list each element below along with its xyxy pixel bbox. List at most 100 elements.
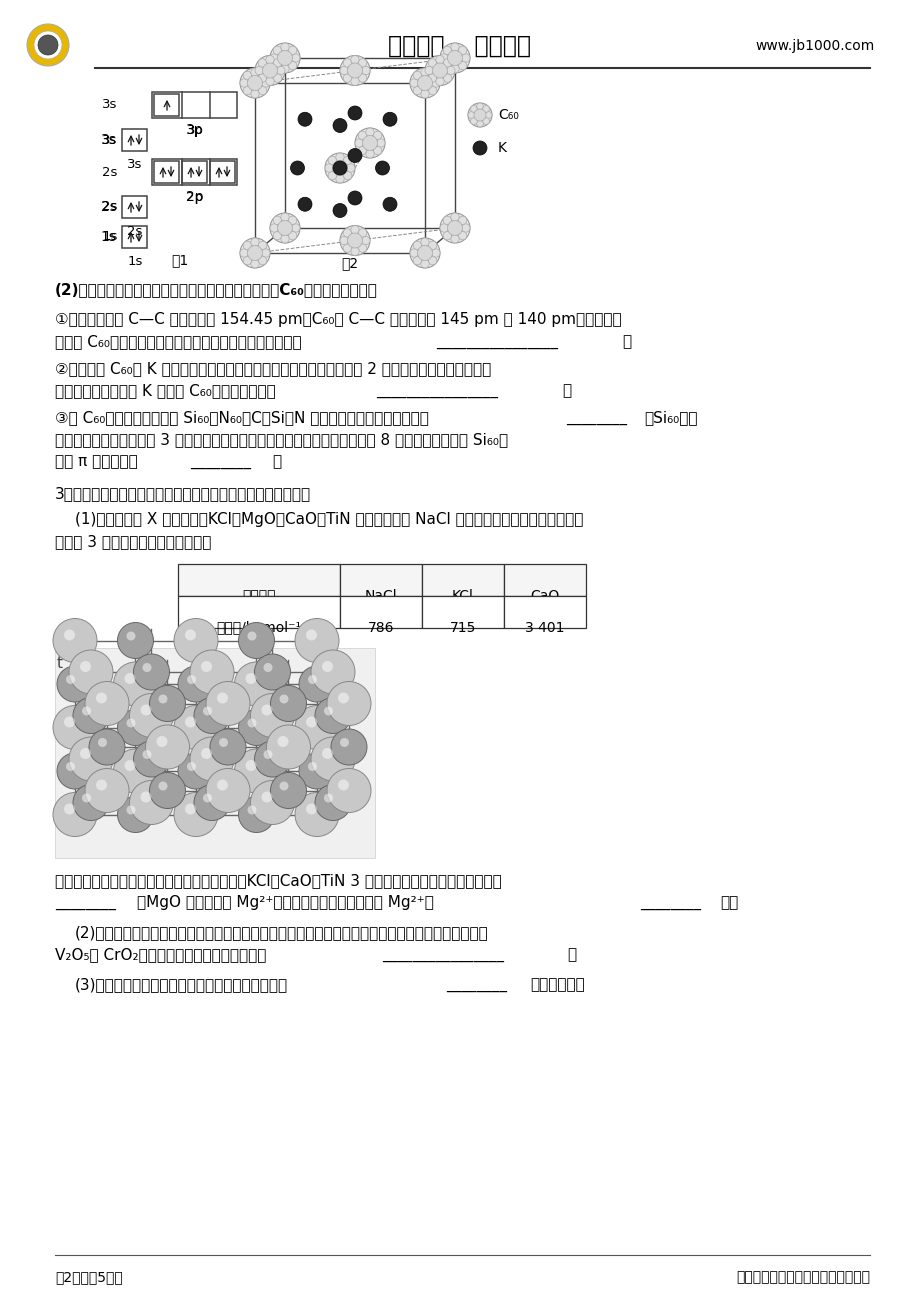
- Circle shape: [270, 685, 306, 721]
- Circle shape: [425, 66, 433, 74]
- Circle shape: [472, 141, 486, 155]
- Bar: [55, 648, 375, 858]
- Circle shape: [142, 663, 152, 672]
- Circle shape: [261, 79, 269, 87]
- Text: 种超导体。该物质中 K 原子和 C₆₀分子的个数比为: 种超导体。该物质中 K 原子和 C₆₀分子的个数比为: [55, 383, 276, 398]
- Circle shape: [247, 719, 256, 728]
- Circle shape: [145, 725, 189, 769]
- Circle shape: [96, 780, 107, 790]
- Circle shape: [57, 753, 93, 789]
- Circle shape: [142, 750, 152, 759]
- Circle shape: [298, 112, 312, 126]
- Circle shape: [279, 694, 289, 703]
- Circle shape: [240, 68, 269, 98]
- Text: ________: ________: [55, 894, 116, 910]
- Circle shape: [247, 246, 262, 260]
- Circle shape: [27, 23, 69, 66]
- Circle shape: [439, 224, 448, 232]
- Text: 3．决定物质性质的重要因素是物质的结构。请回答下列问题：: 3．决定物质性质的重要因素是物质的结构。请回答下列问题：: [55, 486, 311, 501]
- Text: ________: ________: [640, 894, 700, 910]
- Circle shape: [255, 66, 263, 74]
- Text: 1s: 1s: [100, 230, 117, 243]
- Circle shape: [262, 62, 278, 78]
- Circle shape: [64, 716, 75, 728]
- Text: ②科学家把 C₆₀和 K 掺杂在一起制造了一种富勒烯化合物，其晶胞如图 2 所示，该物质在低温时是一: ②科学家把 C₆₀和 K 掺杂在一起制造了一种富勒烯化合物，其晶胞如图 2 所示…: [55, 361, 491, 376]
- Circle shape: [295, 618, 338, 663]
- Circle shape: [306, 716, 317, 728]
- Circle shape: [133, 741, 169, 777]
- Text: ________________: ________________: [436, 335, 558, 349]
- Bar: [422, 564, 504, 596]
- Circle shape: [251, 259, 259, 268]
- Circle shape: [258, 72, 267, 79]
- Circle shape: [482, 117, 489, 125]
- Circle shape: [247, 76, 262, 91]
- Circle shape: [358, 74, 367, 82]
- Text: ________: ________: [565, 410, 627, 424]
- Circle shape: [270, 772, 306, 809]
- Circle shape: [461, 224, 470, 232]
- Circle shape: [278, 220, 292, 236]
- Circle shape: [266, 77, 274, 86]
- Circle shape: [308, 674, 317, 684]
- Circle shape: [240, 238, 269, 268]
- Circle shape: [66, 674, 75, 684]
- Circle shape: [311, 737, 355, 781]
- Circle shape: [280, 43, 289, 51]
- Circle shape: [69, 737, 113, 781]
- Circle shape: [238, 710, 274, 746]
- Circle shape: [66, 762, 75, 771]
- Circle shape: [458, 232, 466, 240]
- Circle shape: [158, 781, 167, 790]
- Bar: [210, 161, 235, 184]
- Circle shape: [427, 59, 437, 68]
- Circle shape: [413, 256, 421, 264]
- Circle shape: [347, 233, 362, 247]
- Circle shape: [251, 238, 259, 246]
- Circle shape: [355, 128, 384, 158]
- Circle shape: [450, 234, 459, 243]
- Circle shape: [57, 667, 93, 702]
- Circle shape: [185, 803, 196, 815]
- Text: C₆₀: C₆₀: [497, 108, 518, 122]
- Text: 3s: 3s: [127, 158, 142, 171]
- Text: 3s: 3s: [100, 133, 117, 147]
- Circle shape: [357, 132, 366, 139]
- Circle shape: [190, 737, 233, 781]
- Circle shape: [273, 46, 281, 55]
- Text: 晶格能/kJ·mol⁻¹: 晶格能/kJ·mol⁻¹: [216, 621, 301, 635]
- Text: (2)研究物质磁性表明：金属阳离子含未成对电子越多，则磁性越大，磁记录性能越好。离子型氧化物: (2)研究物质磁性表明：金属阳离子含未成对电子越多，则磁性越大，磁记录性能越好。…: [75, 924, 488, 940]
- Circle shape: [446, 66, 455, 74]
- Text: 3s: 3s: [102, 99, 118, 112]
- Circle shape: [468, 103, 492, 128]
- Circle shape: [200, 749, 211, 759]
- Circle shape: [447, 51, 462, 65]
- Text: 离子键的强弱可以用离子晶体的晶格能来衡量，KCl、CaO、TiN 3 种离子晶体熔点从高到低的顺序是: 离子键的强弱可以用离子晶体的晶格能来衡量，KCl、CaO、TiN 3 种离子晶体…: [55, 874, 501, 888]
- Text: 中每个硅原子只跟相邻的 3 个硅原子形成共价键，且每个硅原子最外层都满足 8 电子稳定结构，则 Si₆₀分: 中每个硅原子只跟相邻的 3 个硅原子形成共价键，且每个硅原子最外层都满足 8 电…: [55, 432, 507, 447]
- Circle shape: [217, 780, 228, 790]
- Circle shape: [258, 86, 267, 95]
- Circle shape: [240, 79, 248, 87]
- Text: 786: 786: [368, 621, 394, 635]
- Circle shape: [333, 118, 346, 133]
- Text: t: t: [57, 656, 62, 671]
- Bar: [340, 596, 422, 628]
- Circle shape: [298, 197, 312, 211]
- Circle shape: [38, 35, 58, 55]
- Circle shape: [124, 760, 135, 771]
- Circle shape: [431, 249, 439, 258]
- Circle shape: [269, 224, 278, 232]
- Circle shape: [322, 661, 333, 672]
- Circle shape: [350, 247, 358, 255]
- Circle shape: [343, 243, 351, 253]
- Circle shape: [450, 43, 459, 51]
- Circle shape: [278, 736, 289, 747]
- Circle shape: [347, 105, 361, 120]
- Text: ③继 C₆₀后，科学家又合成 Si₆₀、N₆₀、C、Si、N 原子电负性由大到小的顺序是: ③继 C₆₀后，科学家又合成 Si₆₀、N₆₀、C、Si、N 原子电负性由大到小…: [55, 410, 428, 424]
- Circle shape: [428, 241, 437, 250]
- Circle shape: [130, 694, 174, 737]
- Circle shape: [247, 806, 256, 815]
- Circle shape: [255, 654, 290, 690]
- Circle shape: [361, 236, 369, 245]
- Bar: [154, 161, 179, 184]
